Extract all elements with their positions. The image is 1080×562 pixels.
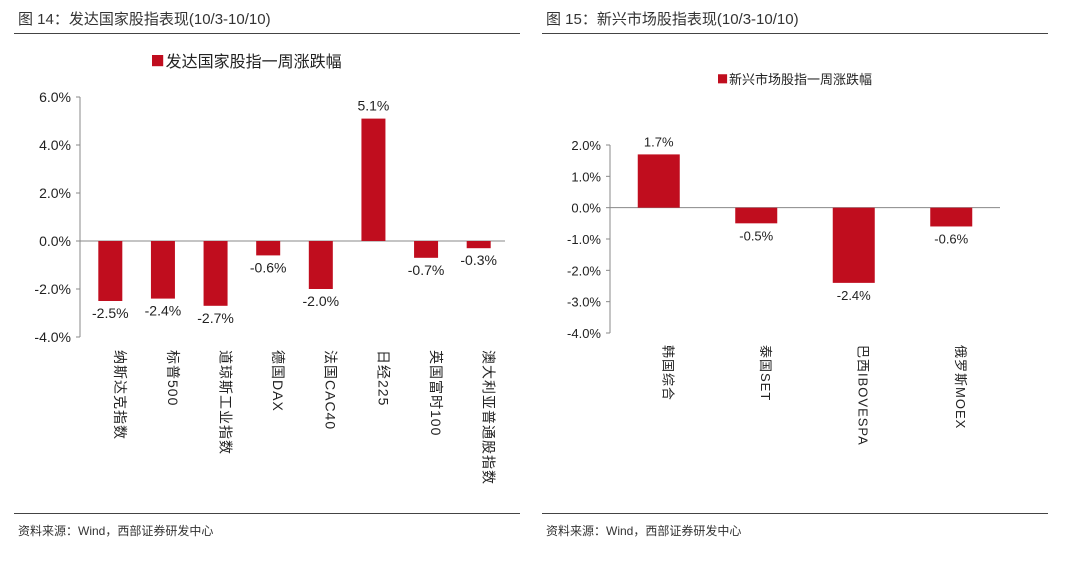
category-label: 德国DAX bbox=[270, 350, 286, 412]
y-tick-label: 2.0% bbox=[39, 185, 71, 201]
bar bbox=[832, 207, 875, 283]
data-label: -0.6% bbox=[250, 259, 287, 275]
bar bbox=[256, 241, 281, 256]
data-label: -0.7% bbox=[408, 262, 445, 278]
bar bbox=[150, 241, 175, 299]
bar bbox=[930, 207, 973, 227]
category-label: 巴西IBOVESPA bbox=[855, 345, 870, 446]
data-label: -0.6% bbox=[934, 231, 968, 246]
bar bbox=[308, 241, 333, 289]
data-label: 1.7% bbox=[644, 134, 674, 149]
y-tick-label: 6.0% bbox=[39, 89, 71, 105]
y-tick-label: 2.0% bbox=[571, 138, 601, 153]
data-label: -2.5% bbox=[92, 305, 129, 321]
y-tick-label: 4.0% bbox=[39, 137, 71, 153]
left-figure-title: 图 14：发达国家股指表现(10/3-10/10) bbox=[18, 11, 271, 28]
y-tick-label: -2.0% bbox=[567, 263, 601, 278]
legend-label: 新兴市场股指一周涨跌幅 bbox=[729, 72, 872, 87]
bar bbox=[414, 241, 439, 258]
category-label: 俄罗斯MOEX bbox=[953, 345, 968, 429]
y-tick-label: 0.0% bbox=[39, 233, 71, 249]
bar bbox=[203, 241, 228, 306]
data-label: -2.4% bbox=[837, 288, 871, 303]
left-source: 资料来源：Wind，西部证券研发中心 bbox=[18, 524, 214, 538]
y-tick-label: 1.0% bbox=[571, 169, 601, 184]
y-tick-label: -3.0% bbox=[567, 295, 601, 310]
legend-swatch bbox=[152, 55, 164, 67]
category-label: 道琼斯工业指数 bbox=[217, 350, 233, 455]
right-source: 资料来源：Wind，西部证券研发中心 bbox=[546, 524, 742, 538]
bar bbox=[735, 207, 778, 224]
data-label: 5.1% bbox=[357, 98, 389, 114]
bar bbox=[98, 241, 123, 301]
bar bbox=[637, 154, 680, 208]
right-title-divider bbox=[542, 33, 1048, 34]
y-tick-label: 0.0% bbox=[571, 201, 601, 216]
right-figure-title: 图 15：新兴市场股指表现(10/3-10/10) bbox=[546, 11, 799, 28]
data-label: -0.3% bbox=[460, 252, 497, 268]
y-tick-label: -4.0% bbox=[34, 329, 71, 345]
category-label: 泰国SET bbox=[758, 345, 773, 401]
y-tick-label: -2.0% bbox=[34, 281, 71, 297]
category-label: 澳大利亚普通股指数 bbox=[481, 350, 497, 485]
category-label: 法国CAC40 bbox=[323, 350, 339, 430]
left-title-divider bbox=[14, 33, 520, 34]
data-label: -2.4% bbox=[145, 303, 182, 319]
y-tick-label: -1.0% bbox=[567, 232, 601, 247]
category-label: 标普500 bbox=[165, 350, 181, 406]
data-label: -2.7% bbox=[197, 310, 234, 326]
bar bbox=[466, 241, 491, 249]
legend-swatch bbox=[718, 74, 728, 84]
bar bbox=[361, 118, 386, 241]
category-label: 纳斯达克指数 bbox=[112, 350, 128, 440]
left-source-divider bbox=[14, 513, 520, 514]
data-label: -0.5% bbox=[739, 228, 773, 243]
legend-label: 发达国家股指一周涨跌幅 bbox=[166, 53, 342, 71]
category-label: 韩国综合 bbox=[660, 345, 675, 401]
right-source-divider bbox=[542, 513, 1048, 514]
category-label: 英国富时100 bbox=[428, 350, 444, 436]
category-label: 日经225 bbox=[375, 350, 391, 406]
y-tick-label: -4.0% bbox=[567, 326, 601, 341]
data-label: -2.0% bbox=[303, 293, 340, 309]
